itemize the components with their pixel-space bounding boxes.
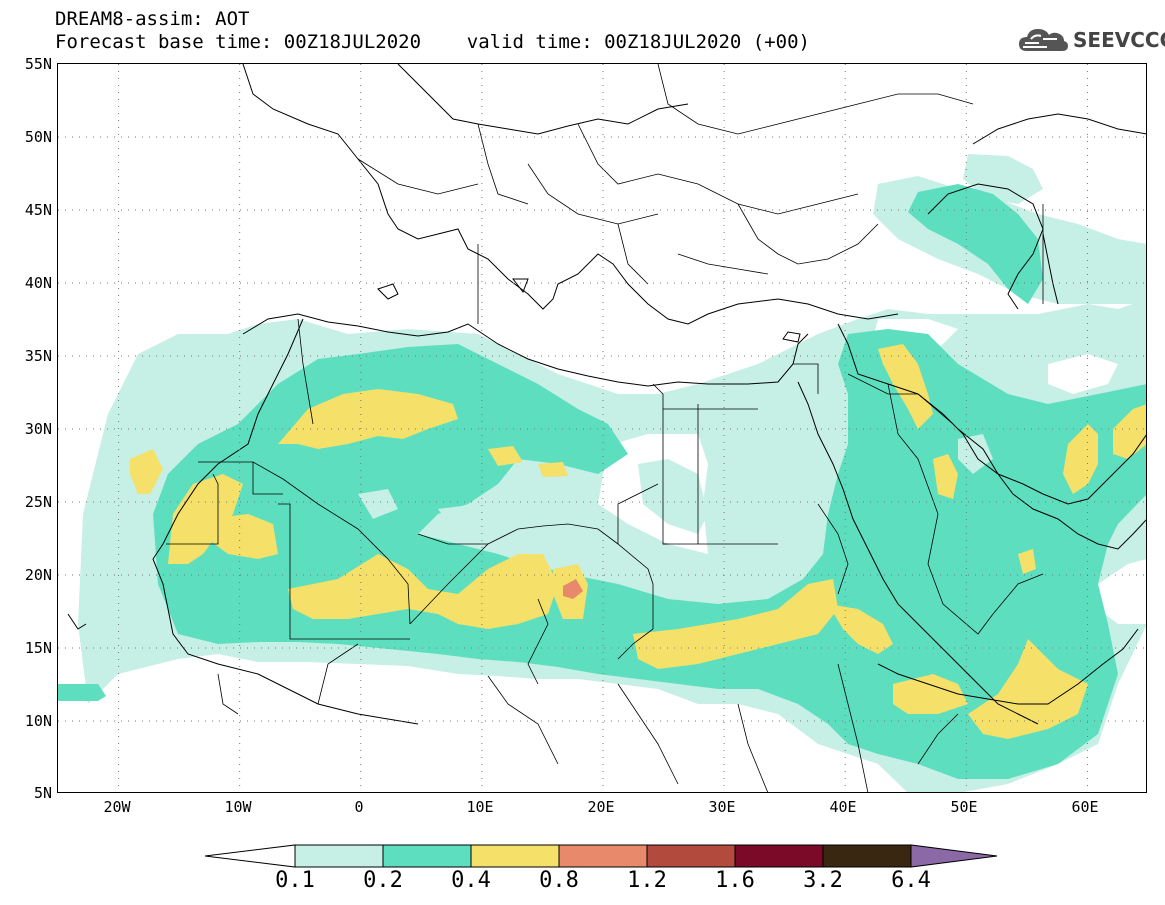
lat-label: 40N bbox=[24, 274, 52, 292]
aot-colorbar bbox=[205, 844, 998, 868]
aot-map bbox=[57, 63, 1147, 793]
lat-label: 45N bbox=[24, 201, 52, 219]
lat-label: 15N bbox=[24, 639, 52, 657]
colorbar-bin-1-2 bbox=[646, 844, 736, 868]
colorbar-label: 0.4 bbox=[451, 868, 491, 893]
lon-label: 0 bbox=[354, 798, 364, 816]
country-borders bbox=[166, 64, 1044, 792]
colorbar-label: 1.6 bbox=[715, 868, 755, 893]
lon-label: 30E bbox=[708, 798, 736, 816]
lat-lon-grid bbox=[58, 64, 1146, 792]
map-title: DREAM8-assim: AOT bbox=[55, 8, 250, 30]
colorbar-high-arrow bbox=[910, 844, 998, 868]
colorbar-label: 1.2 bbox=[627, 868, 667, 893]
coastlines bbox=[67, 64, 1146, 725]
colorbar-bin-3-2 bbox=[822, 844, 912, 868]
colorbar-bin-0-1 bbox=[294, 844, 384, 868]
lon-label: 40E bbox=[829, 798, 857, 816]
colorbar-label: 0.8 bbox=[539, 868, 579, 893]
colorbar-label: 0.2 bbox=[363, 868, 403, 893]
aot-map-canvas bbox=[58, 64, 1146, 792]
lon-label: 20E bbox=[587, 798, 615, 816]
colorbar-bin-0-8 bbox=[558, 844, 648, 868]
lat-label: 25N bbox=[24, 493, 52, 511]
colorbar-low-arrow bbox=[205, 844, 296, 868]
seevccc-logo: SEEVCCC bbox=[1017, 25, 1165, 55]
aot-contour-0-4 bbox=[130, 344, 1146, 739]
colorbar-label: 6.4 bbox=[891, 868, 931, 893]
lat-label: 30N bbox=[24, 420, 52, 438]
lon-label: 50E bbox=[950, 798, 978, 816]
colorbar-label: 3.2 bbox=[803, 868, 843, 893]
forecast-time-line: Forecast base time: 00Z18JUL2020 valid t… bbox=[55, 31, 810, 53]
colorbar-bin-0-4 bbox=[470, 844, 560, 868]
lat-label: 20N bbox=[24, 566, 52, 584]
lat-label: 10N bbox=[24, 712, 52, 730]
lat-label: 35N bbox=[24, 347, 52, 365]
lon-label: 20W bbox=[103, 798, 131, 816]
lat-label: 50N bbox=[24, 128, 52, 146]
aot-contour-0-2 bbox=[58, 184, 1146, 779]
colorbar-label: 0.1 bbox=[275, 868, 315, 893]
lon-label: 60E bbox=[1071, 798, 1099, 816]
aot-contour-0-8 bbox=[563, 579, 583, 599]
colorbar-bin-1-6 bbox=[734, 844, 824, 868]
cloud-icon bbox=[1019, 29, 1068, 51]
lat-label: 5N bbox=[33, 784, 52, 802]
lon-label: 10W bbox=[224, 798, 252, 816]
lon-label: 10E bbox=[466, 798, 494, 816]
lat-label: 55N bbox=[24, 55, 52, 73]
logo-text: SEEVCCC bbox=[1073, 28, 1165, 52]
colorbar-bin-0-2 bbox=[382, 844, 472, 868]
